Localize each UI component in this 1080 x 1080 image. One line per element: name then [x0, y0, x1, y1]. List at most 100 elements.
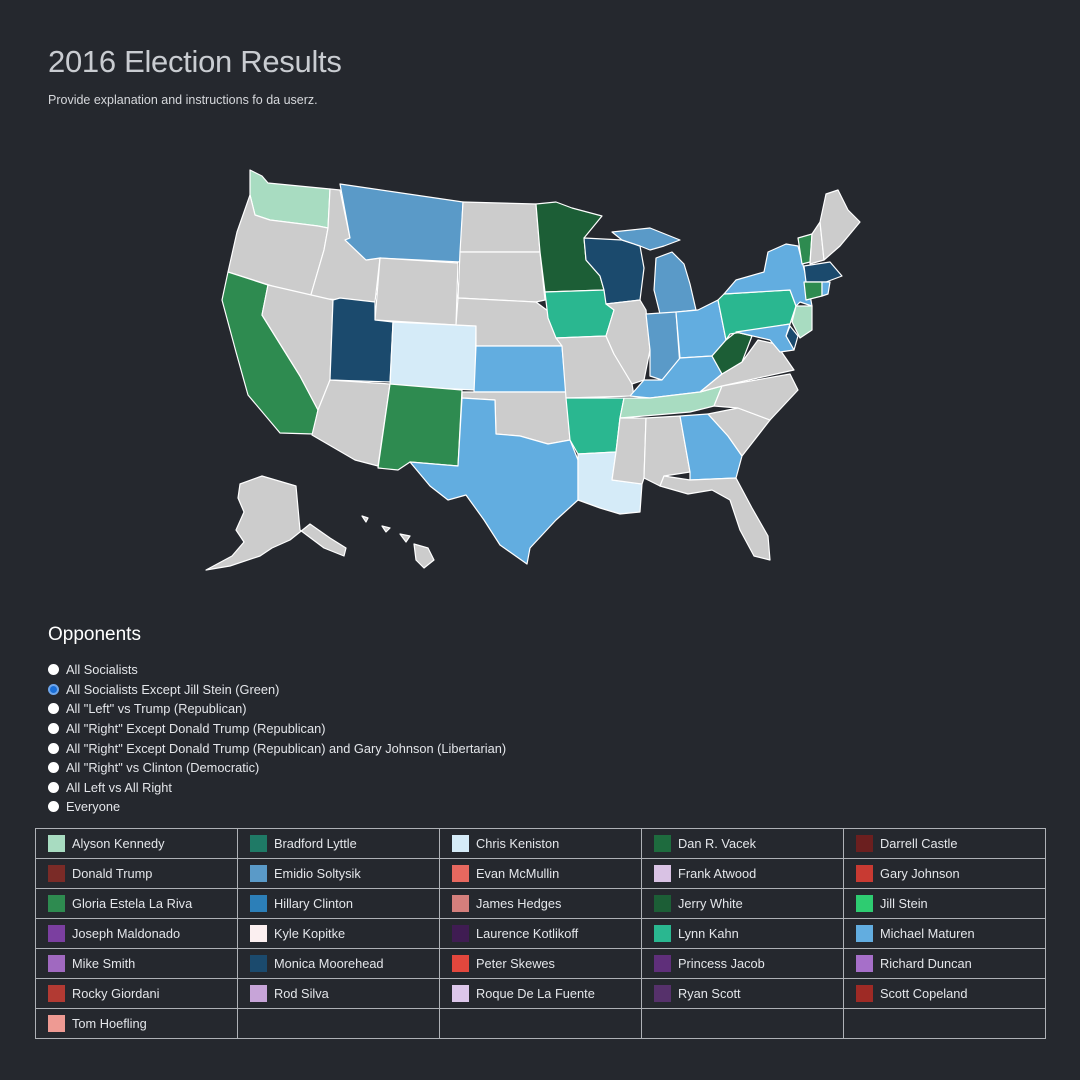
- radio-unchecked-icon[interactable]: [48, 762, 59, 774]
- state-KS[interactable]: [473, 345, 567, 393]
- color-swatch: [856, 985, 873, 1002]
- opponent-option[interactable]: All "Right" Except Donald Trump (Republi…: [48, 719, 506, 739]
- color-swatch: [654, 865, 671, 882]
- legend-cell: Bradford Lyttle: [237, 828, 440, 859]
- legend-row: Joseph Maldonado Kyle Kopitke Laurence Kot…: [35, 918, 1046, 949]
- state-NM[interactable]: [377, 383, 463, 471]
- radio-unchecked-icon[interactable]: [48, 742, 59, 754]
- legend-cell: Richard Duncan: [843, 948, 1046, 979]
- state-CO[interactable]: [389, 321, 477, 391]
- legend-cell: Michael Maturen: [843, 918, 1046, 949]
- state-AK[interactable]: [205, 475, 347, 571]
- color-swatch: [654, 955, 671, 972]
- page-title: 2016 Election Results: [48, 44, 342, 79]
- opponent-option[interactable]: All Socialists Except Jill Stein (Green): [48, 680, 506, 700]
- legend-item: Dan R. Vacek: [654, 835, 843, 852]
- state-AR[interactable]: [565, 397, 625, 455]
- candidate-name: Mike Smith: [72, 956, 136, 971]
- color-swatch: [250, 985, 267, 1002]
- state-NY[interactable]: [723, 243, 813, 307]
- candidate-name: Gloria Estela La Riva: [72, 896, 193, 911]
- legend-cell: Princess Jacob: [641, 948, 844, 979]
- state-NJ[interactable]: [791, 305, 813, 339]
- opponent-option[interactable]: All Left vs All Right: [48, 778, 506, 798]
- state-CT[interactable]: [803, 281, 823, 301]
- state-MD[interactable]: [735, 323, 795, 353]
- legend-cell: Jill Stein: [843, 888, 1046, 919]
- radio-checked-icon[interactable]: [48, 683, 59, 695]
- color-swatch: [48, 835, 65, 852]
- legend-item: Rod Silva: [250, 985, 439, 1002]
- legend-cell: Darrell Castle: [843, 828, 1046, 859]
- state-ME[interactable]: [819, 189, 861, 261]
- state-FL[interactable]: [659, 475, 771, 561]
- legend-item: Peter Skewes: [452, 955, 641, 972]
- legend-cell: Alyson Kennedy: [35, 828, 238, 859]
- state-RI[interactable]: [821, 281, 831, 297]
- color-swatch: [250, 925, 267, 942]
- legend-cell: [843, 1008, 1046, 1039]
- candidate-name: James Hedges: [476, 896, 562, 911]
- state-MT[interactable]: [339, 183, 464, 263]
- candidate-name: Bradford Lyttle: [274, 836, 357, 851]
- candidate-name: Gary Johnson: [880, 866, 960, 881]
- candidate-legend: Alyson Kennedy Bradford Lyttle Chris Kenis…: [35, 828, 1046, 1039]
- candidate-name: Lynn Kahn: [678, 926, 739, 941]
- legend-cell: Roque De La Fuente: [439, 978, 642, 1009]
- color-swatch: [856, 955, 873, 972]
- candidate-name: Michael Maturen: [880, 926, 975, 941]
- legend-cell: Lynn Kahn: [641, 918, 844, 949]
- opponent-option[interactable]: Everyone: [48, 797, 506, 817]
- color-swatch: [654, 895, 671, 912]
- opponent-option[interactable]: All "Right" Except Donald Trump (Republi…: [48, 738, 506, 758]
- color-swatch: [452, 925, 469, 942]
- opponent-option[interactable]: All "Left" vs Trump (Republican): [48, 699, 506, 719]
- radio-unchecked-icon[interactable]: [48, 664, 59, 676]
- legend-cell: Jerry White: [641, 888, 844, 919]
- radio-unchecked-icon[interactable]: [48, 703, 59, 715]
- color-swatch: [250, 865, 267, 882]
- legend-item: Frank Atwood: [654, 865, 843, 882]
- state-HI[interactable]: [361, 515, 435, 569]
- state-SC[interactable]: [707, 407, 771, 457]
- radio-unchecked-icon[interactable]: [48, 801, 59, 813]
- candidate-name: Rod Silva: [274, 986, 329, 1001]
- legend-cell: Dan R. Vacek: [641, 828, 844, 859]
- candidate-name: Tom Hoefling: [72, 1016, 147, 1031]
- opponent-option-label: Everyone: [66, 799, 121, 815]
- state-IA[interactable]: [544, 289, 615, 339]
- legend-cell: Evan McMullin: [439, 858, 642, 889]
- state-ND[interactable]: [459, 201, 541, 253]
- candidate-name: Jill Stein: [880, 896, 928, 911]
- legend-item: Donald Trump: [48, 865, 237, 882]
- state-TX[interactable]: [409, 397, 579, 565]
- opponent-option[interactable]: All "Right" vs Clinton (Democratic): [48, 758, 506, 778]
- opponent-option[interactable]: All Socialists: [48, 660, 506, 680]
- legend-item: Jerry White: [654, 895, 843, 912]
- legend-item: Tom Hoefling: [48, 1015, 237, 1032]
- color-swatch: [654, 925, 671, 942]
- state-MI[interactable]: [611, 227, 697, 315]
- color-swatch: [48, 925, 65, 942]
- candidate-name: Scott Copeland: [880, 986, 968, 1001]
- candidate-name: Darrell Castle: [880, 836, 958, 851]
- color-swatch: [856, 835, 873, 852]
- candidate-name: Laurence Kotlikoff: [476, 926, 579, 941]
- state-WY[interactable]: [374, 257, 459, 326]
- legend-cell: Peter Skewes: [439, 948, 642, 979]
- candidate-name: Emidio Soltysik: [274, 866, 361, 881]
- state-SD[interactable]: [457, 251, 546, 303]
- state-IL[interactable]: [605, 299, 651, 385]
- legend-item: Darrell Castle: [856, 835, 1045, 852]
- opponent-option-label: All Socialists: [66, 662, 138, 678]
- legend-item: Alyson Kennedy: [48, 835, 237, 852]
- legend-item: Kyle Kopitke: [250, 925, 439, 942]
- radio-unchecked-icon[interactable]: [48, 723, 59, 735]
- legend-item: Mike Smith: [48, 955, 237, 972]
- legend-item: Evan McMullin: [452, 865, 641, 882]
- opponent-option-label: All "Right" Except Donald Trump (Republi…: [66, 740, 507, 756]
- color-swatch: [48, 865, 65, 882]
- radio-unchecked-icon[interactable]: [48, 781, 59, 793]
- color-swatch: [452, 865, 469, 882]
- state-MA[interactable]: [803, 261, 843, 283]
